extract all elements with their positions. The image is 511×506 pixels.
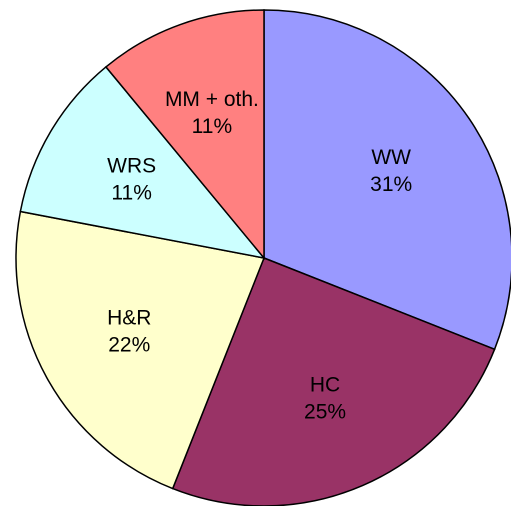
slice-value-label: 11%: [192, 115, 232, 138]
slice-label: MM + oth.: [165, 88, 259, 111]
slice-label: WRS: [107, 154, 156, 177]
slice-value-label: 11%: [111, 181, 151, 204]
slice-value-label: 22%: [108, 334, 150, 357]
slice-label: WW: [371, 146, 411, 169]
slice-value-label: 25%: [304, 401, 346, 424]
slice-label: H&R: [107, 307, 151, 330]
pie-slice: [15, 210, 266, 490]
pie-slice: [171, 257, 496, 506]
slice-label: HC: [310, 374, 340, 397]
pie-slice: [104, 9, 265, 261]
pie-slice: [263, 9, 511, 351]
pie-slice: [19, 65, 266, 260]
slice-value-label: 31%: [370, 173, 412, 196]
